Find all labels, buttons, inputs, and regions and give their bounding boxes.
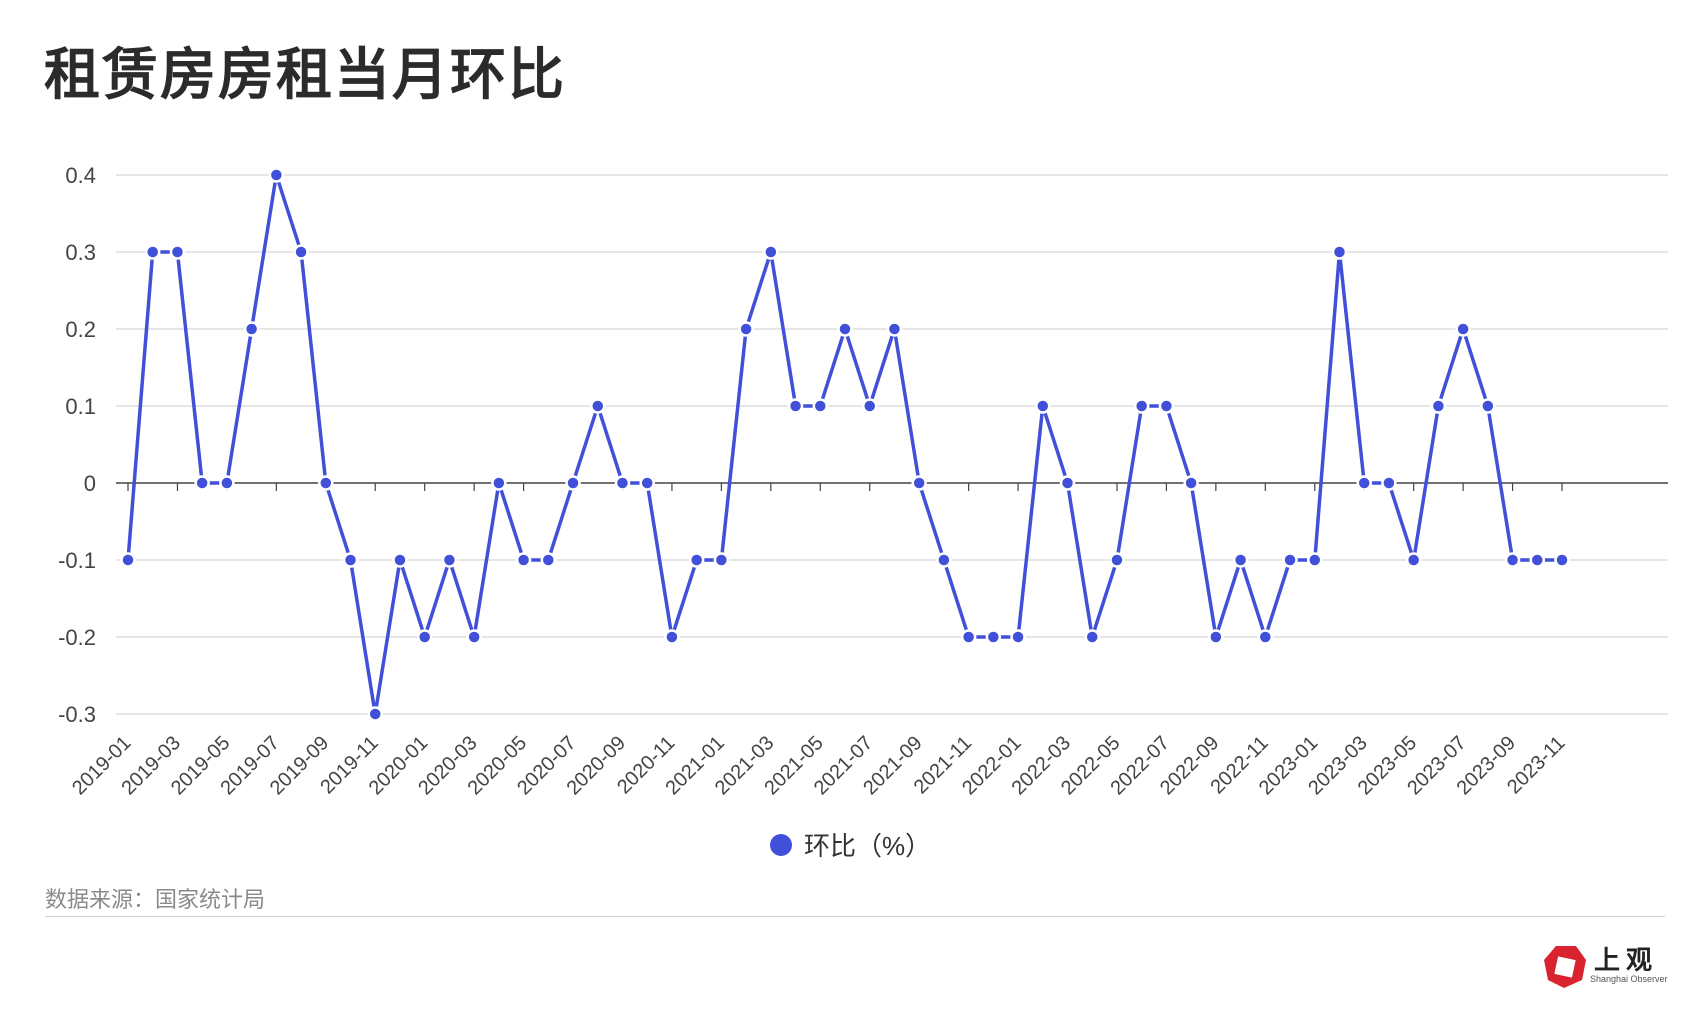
data-point: [1504, 552, 1521, 568]
data-point: [1331, 244, 1348, 260]
data-point: [1405, 552, 1422, 568]
grid-lines: [116, 174, 1668, 715]
data-point: [1059, 475, 1076, 491]
data-point: [664, 629, 680, 645]
data-point: [1529, 552, 1546, 568]
data-point: [466, 629, 482, 645]
data-point: [1282, 552, 1298, 568]
data-point: [639, 475, 655, 491]
data-point: [318, 475, 334, 491]
data-point: [763, 244, 779, 260]
data-point: [120, 552, 136, 568]
data-point: [392, 552, 408, 568]
data-point: [911, 475, 927, 491]
y-tick-label: 0.4: [65, 163, 96, 188]
data-point: [614, 475, 631, 491]
data-point: [1158, 398, 1175, 414]
y-tick-label: 0: [84, 471, 96, 496]
data-point: [144, 244, 161, 260]
data-point: [1381, 475, 1397, 491]
legend-label: 环比（%）: [804, 831, 932, 861]
data-point: [491, 475, 507, 491]
data-point: [1109, 552, 1125, 568]
data-point: [985, 629, 1002, 645]
data-point: [960, 629, 977, 645]
data-point: [342, 552, 359, 568]
chart-title: 租赁房房租当月环比: [44, 43, 566, 106]
data-point: [1035, 398, 1051, 414]
data-point: [1208, 629, 1224, 645]
data-point: [1430, 398, 1447, 414]
y-tick-label: -0.2: [58, 625, 96, 650]
brand-subtitle: Shanghai Observer: [1590, 974, 1668, 984]
data-point: [688, 552, 705, 568]
data-point: [713, 552, 730, 568]
divider: [45, 916, 1665, 917]
data-point: [515, 552, 532, 568]
data-point: [812, 398, 829, 414]
data-point: [1010, 629, 1026, 645]
data-point: [936, 552, 952, 568]
data-point: [1133, 398, 1150, 414]
y-tick-label: 0.3: [65, 240, 96, 265]
data-point: [1480, 398, 1496, 414]
data-point: [1307, 552, 1323, 568]
data-point: [219, 475, 235, 491]
series-line: [126, 174, 1562, 715]
data-point: [1084, 629, 1100, 645]
data-point: [565, 475, 581, 491]
legend[interactable]: 环比（%）: [770, 826, 931, 863]
data-point: [416, 629, 433, 645]
data-point: [1232, 552, 1249, 568]
data-point: [590, 398, 606, 414]
data-point: [243, 321, 260, 337]
brand-name: 上观: [1594, 946, 1659, 976]
data-point: [1554, 552, 1570, 568]
shanghai-observer-logo-icon: [1544, 946, 1586, 988]
data-point: [169, 244, 186, 260]
legend-marker: [770, 833, 792, 856]
data-point: [1455, 321, 1471, 337]
brand-logo: 上观 Shanghai Observer: [1542, 940, 1668, 996]
line-chart: 0.4 0.3 0.2 0.1 0 -0.1 -0.2 -0.3 2019-012019-03…: [58, 163, 1668, 799]
data-point: [886, 321, 903, 337]
data-point: [441, 552, 458, 568]
data-point: [293, 244, 309, 260]
y-tick-label: -0.1: [58, 548, 96, 573]
x-axis: 2019-012019-032019-052019-072019-092019-…: [68, 483, 1570, 799]
data-point: [194, 475, 210, 491]
data-point: [1183, 475, 1199, 491]
data-point: [1257, 629, 1274, 645]
y-tick-label: 0.2: [65, 317, 96, 342]
data-point: [837, 321, 853, 337]
y-tick-label: 0.1: [65, 394, 96, 419]
y-tick-label: -0.3: [58, 702, 96, 727]
data-point: [1356, 475, 1372, 491]
source-note: 数据来源：国家统计局: [45, 887, 266, 912]
data-point: [861, 398, 878, 414]
data-point: [367, 706, 383, 722]
data-point: [787, 398, 804, 414]
data-point: [738, 321, 754, 337]
data-point: [268, 167, 285, 183]
series-points: [120, 167, 1570, 722]
series-polyline: [126, 174, 1562, 715]
y-axis: 0.4 0.3 0.2 0.1 0 -0.1 -0.2 -0.3: [58, 163, 96, 727]
data-point: [540, 552, 557, 568]
